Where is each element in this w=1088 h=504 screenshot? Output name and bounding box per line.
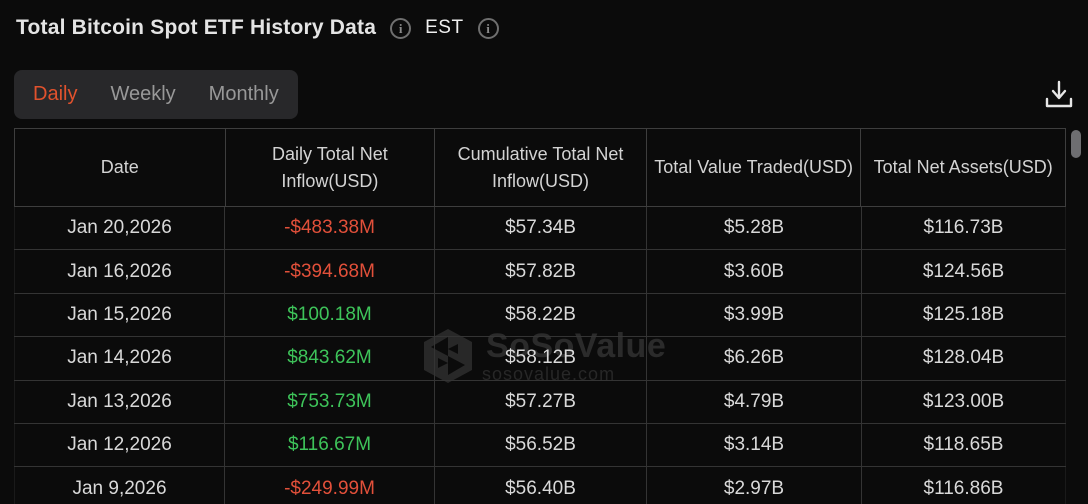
cell-net-assets: $116.86B [862,467,1066,504]
cell-daily-net-inflow: -$394.68M [225,250,435,293]
interval-tabbar: Daily Weekly Monthly [14,70,298,119]
column-header-date[interactable]: Date [15,129,226,206]
cell-net-assets: $118.65B [862,423,1066,467]
cell-value-traded: $3.60B [647,250,862,293]
cell-date: Jan 13,2026 [14,380,225,423]
vertical-scrollbar-thumb[interactable] [1071,130,1081,158]
cell-value-traded: $3.14B [647,423,862,467]
cell-daily-net-inflow: $843.62M [225,337,435,380]
cell-value-traded: $3.99B [647,293,862,337]
cell-date: Jan 16,2026 [14,250,225,293]
cell-cumulative-net-inflow: $57.34B [435,207,647,250]
cell-net-assets: $123.00B [862,380,1066,423]
cell-daily-net-inflow: $100.18M [225,293,435,337]
table-row[interactable]: Jan 9,2026 -$249.99M $56.40B $2.97B $116… [14,467,1066,504]
cell-net-assets: $124.56B [862,250,1066,293]
cell-cumulative-net-inflow: $57.82B [435,250,647,293]
column-header-cumulative-net-inflow[interactable]: Cumulative Total Net Inflow(USD) [435,129,647,206]
column-header-daily-net-inflow[interactable]: Daily Total Net Inflow(USD) [226,129,436,206]
sosovalue-logo-icon [424,329,472,383]
table-row[interactable]: Jan 14,2026 $843.62M $58.12B $6.26B $128… [14,337,1066,381]
etf-history-table: Date Daily Total Net Inflow(USD) Cumulat… [14,128,1066,504]
cell-cumulative-net-inflow: $58.12B [435,337,647,380]
tab-weekly[interactable]: Weekly [110,83,176,105]
cell-daily-net-inflow: $753.73M [225,380,435,423]
tab-daily[interactable]: Daily [33,83,78,105]
cell-value-traded: $5.28B [647,207,862,250]
cell-cumulative-net-inflow: $56.52B [435,423,647,467]
table-header-row: Date Daily Total Net Inflow(USD) Cumulat… [14,128,1066,207]
cell-date: Jan 14,2026 [14,337,225,380]
table-row[interactable]: Jan 15,2026 $100.18M $58.22B $3.99B $125… [14,293,1066,338]
cell-net-assets: $125.18B [862,293,1066,337]
cell-daily-net-inflow: -$483.38M [225,207,435,250]
table-body: Jan 20,2026 -$483.38M $57.34B $5.28B $11… [14,207,1066,504]
watermark-name: SoSoValue [486,327,667,365]
cell-net-assets: $128.04B [862,337,1066,380]
widget-header: Total Bitcoin Spot ETF History Data i ES… [16,16,499,40]
cell-value-traded: $2.97B [647,467,862,504]
page-title: Total Bitcoin Spot ETF History Data [16,16,377,39]
watermark-domain: sosovalue.com [482,364,616,384]
column-header-value-traded[interactable]: Total Value Traded(USD) [647,129,862,206]
cell-date: Jan 12,2026 [14,423,225,467]
watermark: SoSoValue sosovalue.com [420,327,666,385]
timezone-info-icon[interactable]: i [477,17,499,39]
info-icon[interactable]: i [390,17,412,39]
timezone-label: EST [425,17,464,38]
cell-daily-net-inflow: $116.67M [225,423,435,467]
table-row[interactable]: Jan 13,2026 $753.73M $57.27B $4.79B $123… [14,380,1066,424]
cell-net-assets: $116.73B [862,207,1066,250]
cell-date: Jan 20,2026 [14,207,225,250]
cell-cumulative-net-inflow: $56.40B [435,467,647,504]
cell-value-traded: $4.79B [647,380,862,423]
cell-cumulative-net-inflow: $57.27B [435,380,647,423]
cell-date: Jan 15,2026 [14,293,225,337]
table-row[interactable]: Jan 20,2026 -$483.38M $57.34B $5.28B $11… [14,207,1066,251]
cell-value-traded: $6.26B [647,337,862,380]
cell-date: Jan 9,2026 [14,467,225,504]
download-icon[interactable] [1042,78,1076,112]
table-row[interactable]: Jan 16,2026 -$394.68M $57.82B $3.60B $12… [14,250,1066,294]
column-header-net-assets[interactable]: Total Net Assets(USD) [873,157,1053,178]
table-row[interactable]: Jan 12,2026 $116.67M $56.52B $3.14B $118… [14,423,1066,468]
cell-daily-net-inflow: -$249.99M [225,467,435,504]
cell-cumulative-net-inflow: $58.22B [435,293,647,337]
tab-monthly[interactable]: Monthly [208,83,279,105]
